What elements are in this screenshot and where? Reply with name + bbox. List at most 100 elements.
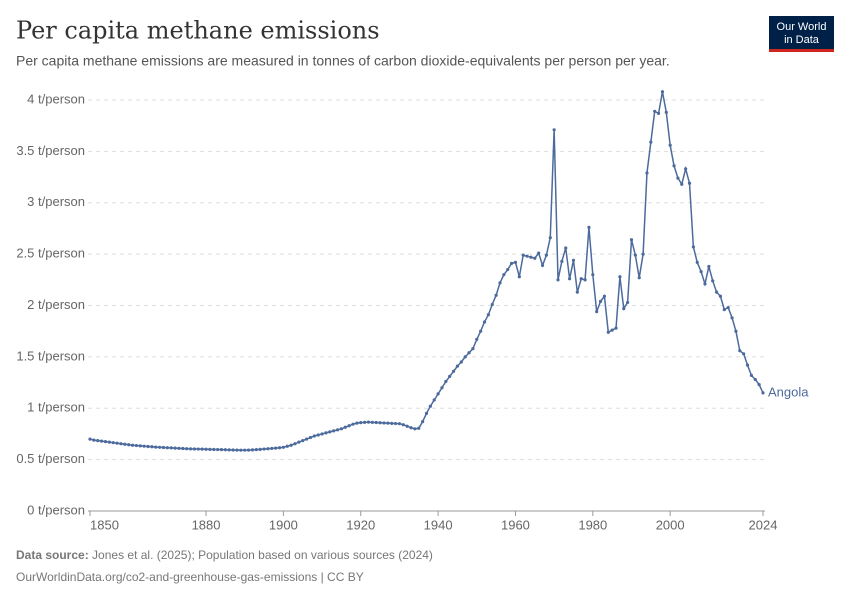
point — [745, 363, 750, 367]
logo-bar — [769, 49, 834, 52]
point — [726, 305, 730, 310]
point — [297, 440, 301, 444]
point — [370, 420, 374, 424]
point — [742, 352, 746, 356]
point — [293, 442, 297, 446]
point — [250, 448, 255, 452]
x-tick-label: 1920 — [346, 517, 375, 532]
point — [270, 446, 274, 451]
point — [111, 441, 115, 445]
point — [262, 447, 266, 451]
point — [96, 439, 100, 443]
point — [471, 347, 475, 351]
point — [614, 326, 618, 330]
point — [579, 277, 583, 281]
point — [506, 267, 510, 272]
point — [513, 260, 518, 264]
point — [312, 434, 316, 438]
point — [328, 430, 332, 434]
x-tick-label: 2000 — [656, 517, 685, 532]
point — [351, 422, 355, 426]
point — [239, 448, 243, 452]
point — [177, 446, 181, 450]
point — [231, 448, 235, 452]
point — [680, 182, 684, 186]
point — [676, 176, 680, 180]
point — [757, 383, 761, 387]
point — [142, 444, 146, 448]
point — [266, 447, 270, 451]
point — [347, 424, 351, 428]
point — [188, 447, 193, 451]
x-tick-label: 1900 — [269, 517, 298, 532]
y-tick-label: 0 t/person — [27, 502, 85, 517]
point — [660, 90, 665, 94]
y-tick-label: 2 t/person — [27, 297, 85, 312]
point — [711, 279, 715, 283]
point — [595, 310, 599, 314]
point — [417, 426, 421, 430]
point — [571, 258, 576, 262]
point — [332, 429, 336, 433]
point — [88, 437, 92, 441]
point — [537, 251, 541, 255]
point — [274, 446, 278, 450]
point — [564, 246, 568, 250]
point — [119, 442, 123, 446]
point — [277, 446, 282, 450]
point — [254, 448, 258, 452]
point — [409, 426, 413, 430]
point — [668, 143, 672, 147]
point — [521, 253, 525, 257]
point — [355, 421, 359, 425]
point — [734, 329, 738, 333]
point — [161, 445, 166, 450]
series-line — [89, 91, 764, 451]
point — [568, 277, 572, 281]
point — [320, 432, 324, 436]
point — [587, 225, 591, 230]
point — [444, 379, 448, 384]
point — [560, 259, 564, 263]
point — [448, 374, 452, 378]
point — [749, 373, 753, 377]
point — [390, 421, 394, 425]
point — [154, 445, 158, 449]
y-tick-label: 2.5 t/person — [16, 246, 85, 261]
point — [219, 448, 224, 452]
point — [649, 140, 653, 144]
point — [424, 411, 429, 415]
point — [127, 443, 131, 447]
source-text: Jones et al. (2025); Population based on… — [92, 548, 433, 562]
point — [308, 435, 313, 440]
point — [204, 447, 208, 451]
point — [150, 445, 154, 449]
point — [428, 404, 432, 408]
point — [509, 261, 514, 265]
point — [540, 263, 545, 268]
point — [529, 255, 533, 259]
chart-title: Per capita methane emissions — [16, 17, 380, 45]
logo-text: Our World — [777, 21, 827, 33]
logo-text: in Data — [784, 34, 820, 46]
point — [339, 427, 344, 431]
point — [672, 164, 676, 168]
point — [482, 320, 487, 324]
point — [761, 391, 765, 395]
point — [421, 420, 425, 424]
x-tick-label: 1940 — [424, 517, 453, 532]
point — [714, 290, 719, 294]
point — [401, 423, 405, 427]
point — [753, 377, 757, 382]
y-tick-label: 3.5 t/person — [16, 143, 85, 158]
point — [455, 364, 460, 368]
point — [598, 299, 603, 303]
point — [258, 447, 262, 451]
point — [622, 306, 626, 311]
x-tick-label: 1880 — [192, 517, 221, 532]
point — [459, 360, 463, 364]
point — [738, 349, 742, 353]
point — [656, 111, 661, 115]
point — [386, 421, 390, 425]
point — [629, 238, 634, 242]
